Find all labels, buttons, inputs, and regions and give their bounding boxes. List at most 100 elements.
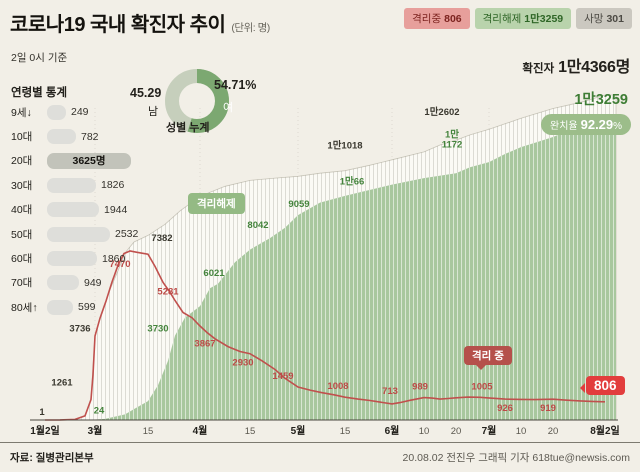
age-label: 20대: [11, 155, 33, 168]
quarantine-badge: 격리중 806: [404, 8, 470, 29]
age-value: 949: [84, 276, 102, 289]
age-row: 80세↑ 599: [11, 295, 171, 319]
age-row: 30대 1826: [11, 173, 171, 197]
age-bar: [47, 129, 76, 145]
age-bar: [47, 299, 73, 315]
age-value: 1860: [102, 252, 126, 265]
value-label: 7470: [109, 259, 130, 270]
value-label: 24: [94, 405, 105, 416]
age-value: 2532: [115, 228, 139, 241]
x-tick-label: 6월: [385, 425, 400, 437]
released-badge-value: 1만3259: [524, 13, 564, 25]
quarantine-badge-value: 806: [444, 13, 462, 25]
value-label: 1만2602: [424, 106, 459, 118]
released-badge: 격리해제 1만3259: [474, 8, 572, 29]
released-series-badge: 격리해제: [188, 193, 245, 214]
value-label: 713: [382, 386, 398, 397]
age-stats-table: 9세↓ 249 10대 782 20대 3625명 30대 1826 40대 1944 50대 253…: [11, 100, 171, 320]
death-badge: 사망 301: [576, 8, 632, 29]
source-credit: 자료: 질병관리본부: [10, 452, 94, 464]
age-value: 1944: [104, 203, 128, 216]
age-value: 782: [81, 130, 99, 143]
value-label: 8042: [247, 220, 268, 231]
value-label: 1만66: [340, 175, 365, 187]
active-series-badge: 격리 중: [464, 346, 512, 370]
age-bar: [47, 202, 99, 218]
age-row: 40대 1944: [11, 198, 171, 222]
value-label: 6021: [203, 268, 225, 279]
value-label: 3867: [194, 339, 215, 350]
age-row: 60대 1860: [11, 246, 171, 270]
age-label: 60대: [11, 253, 33, 266]
confirmed-total: 확진자 1만4366명: [522, 53, 630, 77]
age-value: 1826: [101, 179, 125, 192]
x-tick-label: 20: [548, 426, 559, 437]
x-tick-label: 3월: [88, 425, 103, 437]
value-label: 5281: [157, 287, 179, 298]
x-tick-label: 5월: [291, 425, 306, 437]
value-label: 9059: [288, 199, 309, 210]
age-bar: [47, 226, 110, 242]
quarantine-badge-label: 격리중: [412, 13, 442, 25]
age-row: 9세↓ 249: [11, 100, 171, 124]
value-label: 1: [39, 407, 45, 418]
gender-donut-chart: [165, 69, 229, 133]
released-total-value: 1만3259: [574, 92, 628, 108]
age-bar: 3625명: [47, 152, 131, 169]
cure-rate-sign: %: [613, 121, 623, 132]
value-label: 1459: [272, 371, 293, 382]
value-label: 3730: [147, 324, 168, 335]
age-bar: [47, 104, 66, 120]
age-label: 9세↓: [11, 106, 32, 119]
x-tick-label: 1월2일: [30, 424, 60, 437]
x-tick-label: 10: [516, 426, 527, 437]
age-row: 20대 3625명: [11, 149, 171, 173]
active-line: [44, 250, 606, 421]
gender-chart-title: 성별 누계: [166, 122, 210, 134]
age-value: 599: [78, 301, 96, 314]
x-tick-label: 4월: [193, 425, 208, 437]
male-percent: 45.29: [130, 86, 162, 100]
active-current-value-badge: 806: [580, 376, 625, 395]
cure-rate-value: 92.29: [580, 117, 614, 132]
value-label: 919: [540, 403, 556, 414]
value-label: 1만1018: [327, 140, 362, 152]
age-label: 80세↑: [11, 301, 38, 314]
age-bar: [47, 177, 96, 193]
cure-rate-badge: 완치율 92.29%: [541, 114, 632, 135]
cure-rate-label: 완치율: [550, 121, 578, 132]
age-label: 10대: [11, 131, 33, 144]
death-badge-value: 301: [606, 13, 624, 25]
age-bar: [47, 251, 97, 267]
page-title: 코로나19 국내 확진자 추이 (단위: 명): [10, 8, 270, 37]
date-note: 2일 0시 기준: [11, 52, 68, 64]
footer-divider: [0, 442, 640, 443]
x-tick-label: 15: [245, 426, 256, 437]
female-label: 여: [223, 102, 234, 114]
age-value: 249: [71, 106, 89, 119]
value-label: 1261: [51, 377, 73, 388]
value-label: 1008: [327, 381, 348, 392]
x-tick-label: 10: [419, 426, 430, 437]
age-stats-title: 연령별 통계: [11, 87, 68, 99]
value-label: 989: [412, 382, 428, 393]
age-bar: [47, 275, 79, 291]
unit-label: (단위: 명): [231, 22, 270, 34]
age-label: 70대: [11, 277, 33, 290]
age-row: 10대 782: [11, 124, 171, 148]
male-label: 남: [148, 106, 159, 118]
female-arc: [165, 69, 229, 133]
status-badges: 격리중 806 격리해제 1만3259 사망 301: [404, 8, 632, 29]
age-row: 50대 2532: [11, 222, 171, 246]
author-credit: 20.08.02 전진우 그래픽 기자 618tue@newsis.com: [402, 452, 630, 464]
value-label: 7382: [151, 233, 172, 244]
female-percent: 54.71%: [214, 78, 257, 92]
age-label: 40대: [11, 204, 33, 217]
x-tick-label: 7월: [482, 425, 497, 437]
x-tick-label: 8월2일: [590, 424, 620, 437]
age-label: 30대: [11, 179, 33, 192]
x-tick-label: 15: [340, 426, 351, 437]
x-tick-label: 15: [143, 426, 154, 437]
value-label: 2930: [232, 358, 253, 369]
